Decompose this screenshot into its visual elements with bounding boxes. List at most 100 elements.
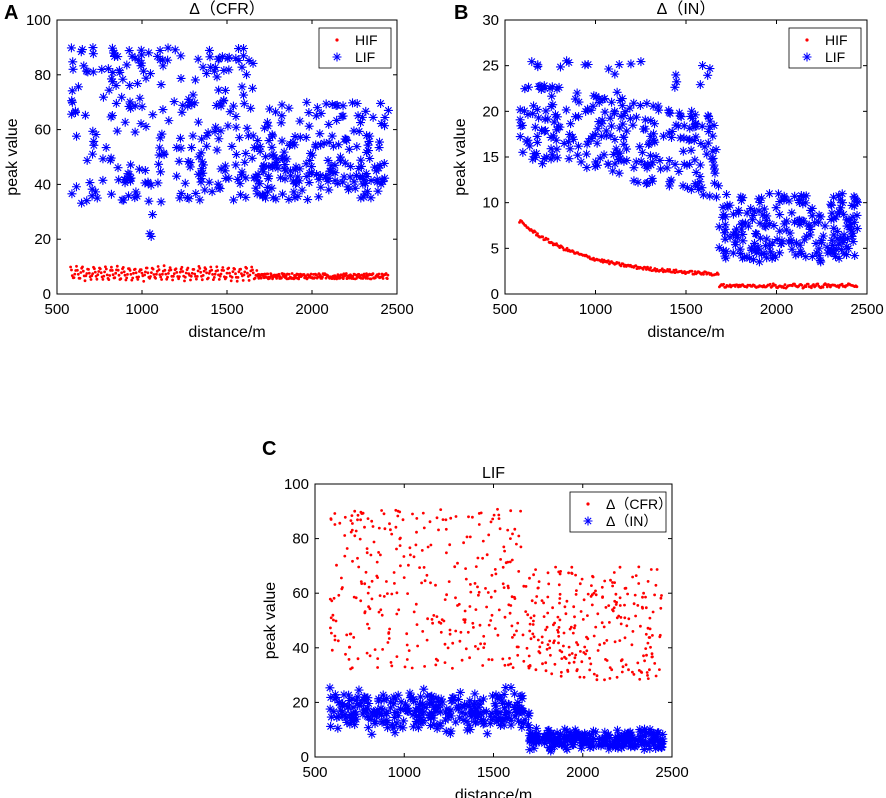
- data-point-dot: [233, 267, 237, 271]
- data-point-asterisk: [353, 692, 363, 702]
- data-point-dot: [89, 278, 93, 281]
- data-point-dot: [309, 272, 313, 276]
- data-point-asterisk: [433, 696, 443, 706]
- data-point-asterisk: [119, 175, 129, 185]
- data-point-asterisk: [144, 196, 154, 206]
- data-point-asterisk: [231, 53, 241, 63]
- data-point-asterisk: [176, 73, 186, 83]
- data-point-asterisk: [730, 240, 740, 250]
- y-axis-label: peak value: [452, 118, 469, 195]
- data-point-asterisk: [346, 162, 356, 172]
- data-point-asterisk: [374, 143, 384, 153]
- data-point-dot: [429, 543, 433, 547]
- data-point-asterisk: [738, 193, 748, 203]
- data-point-asterisk: [197, 157, 207, 167]
- data-point-dot: [350, 666, 354, 670]
- data-point-dot: [644, 606, 648, 610]
- data-point-dot: [96, 273, 100, 277]
- data-point-dot: [169, 268, 173, 272]
- data-point-asterisk: [445, 729, 455, 739]
- data-point-dot: [605, 639, 609, 642]
- data-point-dot: [360, 582, 364, 585]
- data-point-dot: [370, 579, 374, 583]
- data-point-dot: [611, 609, 615, 613]
- data-point-dot: [501, 582, 505, 586]
- data-point-asterisk: [366, 176, 376, 186]
- data-point-asterisk: [133, 79, 143, 89]
- data-point-asterisk: [603, 159, 613, 169]
- data-point-asterisk: [562, 744, 572, 754]
- data-point-asterisk: [529, 101, 539, 111]
- data-point-asterisk: [552, 125, 562, 135]
- data-point-dot: [582, 675, 586, 679]
- data-point-asterisk: [163, 43, 173, 53]
- data-point-asterisk: [690, 155, 700, 165]
- data-point-dot: [434, 657, 438, 661]
- data-point-asterisk: [216, 101, 226, 111]
- data-point-asterisk: [639, 745, 649, 755]
- data-point-asterisk: [324, 185, 334, 195]
- data-point-asterisk: [324, 119, 334, 129]
- data-point-dot: [99, 271, 103, 275]
- data-point-dot: [549, 653, 552, 657]
- legend-marker-asterisk: [583, 516, 593, 526]
- data-point-dot: [503, 663, 507, 667]
- data-point-asterisk: [527, 57, 537, 67]
- data-point-dot: [137, 275, 141, 279]
- data-point-dot: [117, 273, 121, 277]
- data-point-dot: [585, 649, 589, 653]
- data-point-asterisk: [770, 252, 780, 262]
- data-point-dot: [463, 609, 467, 613]
- data-point-asterisk: [239, 51, 248, 61]
- data-point-dot: [855, 285, 859, 289]
- data-point-dot: [372, 540, 376, 544]
- data-point-dot: [464, 577, 468, 581]
- data-point-asterisk: [516, 717, 526, 727]
- data-point-asterisk: [720, 251, 730, 261]
- data-point-dot: [627, 668, 630, 672]
- data-point-asterisk: [619, 111, 629, 121]
- data-point-dot: [171, 278, 175, 282]
- data-point-asterisk: [314, 174, 324, 184]
- data-point-asterisk: [355, 172, 365, 182]
- data-point-asterisk: [781, 225, 791, 235]
- data-point-dot: [528, 576, 531, 580]
- data-point-asterisk: [241, 173, 251, 183]
- data-point-asterisk: [787, 208, 797, 218]
- data-point-asterisk: [829, 192, 839, 202]
- data-point-dot: [660, 594, 663, 597]
- data-point-asterisk: [654, 105, 664, 115]
- data-point-asterisk: [73, 82, 83, 92]
- data-point-dot: [384, 272, 388, 275]
- data-point-asterisk: [485, 711, 495, 721]
- data-point-asterisk: [796, 191, 806, 201]
- data-point-dot: [426, 617, 429, 621]
- data-point-asterisk: [427, 691, 437, 701]
- data-point-asterisk: [752, 248, 762, 258]
- data-point-asterisk: [130, 53, 140, 63]
- data-point-asterisk: [405, 693, 415, 703]
- data-point-dot: [213, 272, 217, 276]
- data-point-dot: [212, 276, 216, 279]
- data-point-asterisk: [163, 55, 173, 65]
- data-point-asterisk: [518, 147, 528, 157]
- data-point-dot: [407, 649, 411, 652]
- data-point-dot: [774, 283, 777, 287]
- data-point-asterisk: [646, 160, 656, 170]
- data-point-asterisk: [196, 148, 206, 158]
- data-point-dot: [528, 629, 532, 633]
- data-point-dot: [651, 610, 655, 614]
- data-point-dot: [581, 618, 585, 621]
- data-point-asterisk: [675, 111, 685, 121]
- data-point-dot: [654, 583, 658, 587]
- data-point-asterisk: [594, 94, 604, 104]
- data-point-asterisk: [622, 731, 632, 741]
- data-point-dot: [502, 545, 506, 549]
- data-point-dot: [349, 519, 353, 522]
- data-point-dot: [659, 596, 663, 600]
- data-point-asterisk: [755, 233, 765, 243]
- data-point-dot: [511, 666, 515, 669]
- data-point-dot: [644, 647, 648, 650]
- data-point-dot: [456, 561, 459, 565]
- data-point-asterisk: [754, 194, 764, 204]
